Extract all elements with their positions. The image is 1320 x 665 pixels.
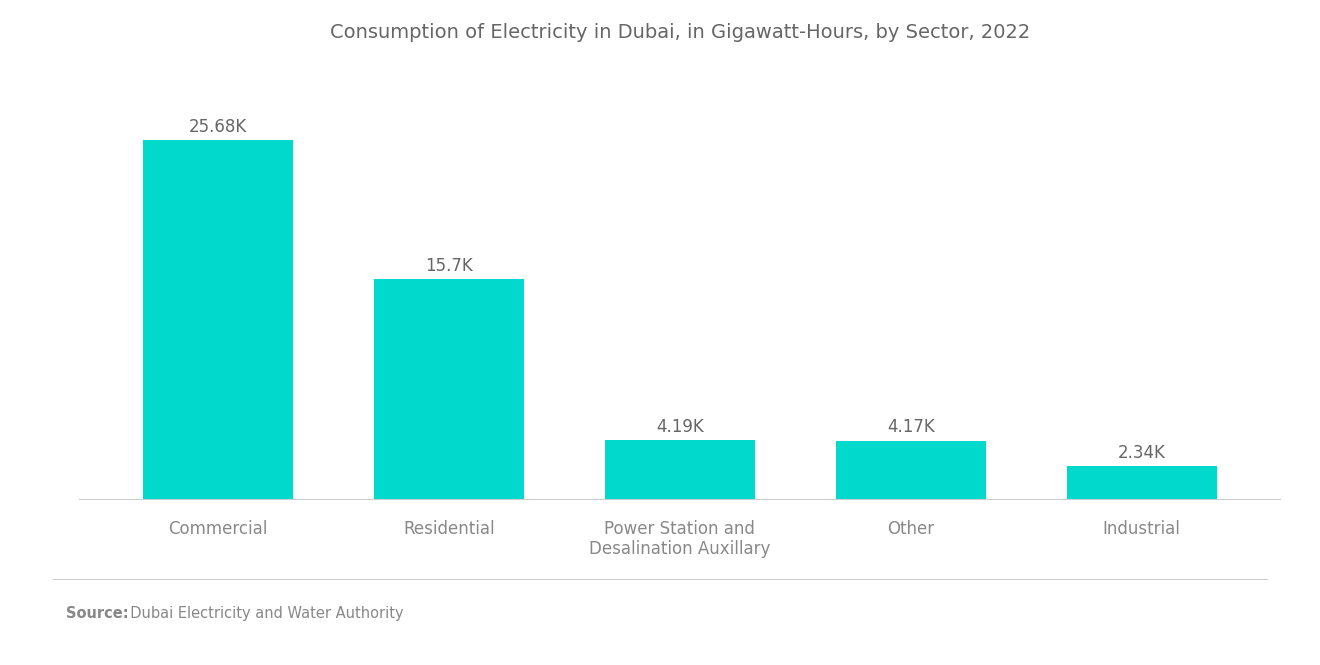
Bar	[836, 440, 986, 499]
Bar	[374, 279, 524, 499]
Text: 4.19K: 4.19K	[656, 418, 704, 436]
Text: 4.17K: 4.17K	[887, 418, 935, 436]
Title: Consumption of Electricity in Dubai, in Gigawatt-Hours, by Sector, 2022: Consumption of Electricity in Dubai, in …	[330, 23, 1030, 42]
Text: 15.7K: 15.7K	[425, 257, 473, 275]
Bar	[605, 440, 755, 499]
Bar	[1067, 466, 1217, 499]
Text: Dubai Electricity and Water Authority: Dubai Electricity and Water Authority	[121, 606, 404, 622]
Text: 2.34K: 2.34K	[1118, 444, 1166, 462]
Text: 25.68K: 25.68K	[189, 118, 247, 136]
Text: Source:: Source:	[66, 606, 128, 622]
Bar	[143, 140, 293, 499]
